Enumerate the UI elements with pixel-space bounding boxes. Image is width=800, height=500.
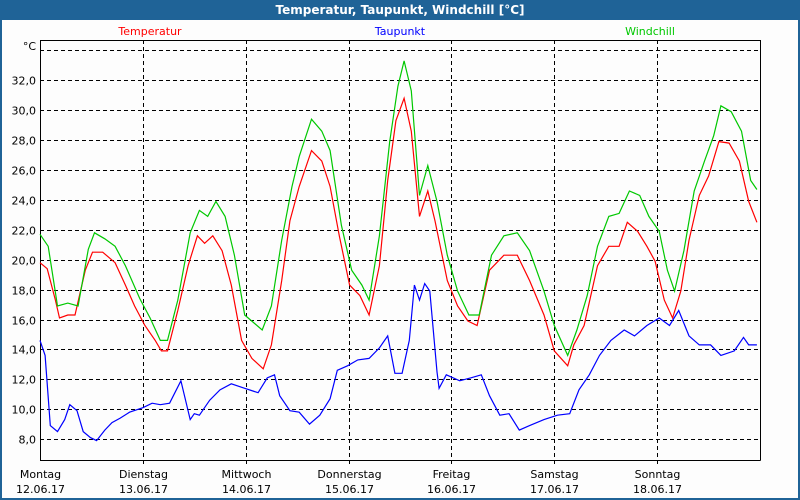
x-tick-day: Freitag xyxy=(433,468,471,481)
legend-temperatur: Temperatur xyxy=(117,25,182,38)
y-tick-label: 8,0 xyxy=(19,434,37,447)
x-tick-day: Montag xyxy=(20,468,61,481)
y-tick-label: 30,0 xyxy=(12,105,37,118)
y-tick-label: 28,0 xyxy=(12,135,37,148)
y-tick-label: 14,0 xyxy=(12,344,37,357)
y-tick-label: 26,0 xyxy=(12,165,37,178)
x-tick-date: 14.06.17 xyxy=(222,483,271,496)
y-tick-label: 12,0 xyxy=(12,374,37,387)
y-tick-label: 32,0 xyxy=(12,75,37,88)
x-tick-date: 15.06.17 xyxy=(325,483,374,496)
y-tick-label: 22,0 xyxy=(12,225,37,238)
x-tick-date: 16.06.17 xyxy=(427,483,476,496)
y-tick-label: 18,0 xyxy=(12,285,37,298)
legend-windchill: Windchill xyxy=(625,25,675,38)
y-tick-label: 24,0 xyxy=(12,195,37,208)
x-tick-day: Samstag xyxy=(530,468,578,481)
window-title: Temperatur, Taupunkt, Windchill [°C] xyxy=(0,0,800,20)
y-tick-label: 16,0 xyxy=(12,315,37,328)
series-line-taupunkt xyxy=(39,282,757,442)
x-tick-date: 18.06.17 xyxy=(633,483,682,496)
x-tick-date: 12.06.17 xyxy=(16,483,65,496)
y-axis-unit: °C xyxy=(23,40,37,53)
legend-taupunkt: Taupunkt xyxy=(374,25,426,38)
x-tick-day: Dienstag xyxy=(119,468,168,481)
x-tick-day: Mittwoch xyxy=(222,468,272,481)
series-line-temperatur xyxy=(39,96,758,370)
series-line-windchill xyxy=(39,60,758,357)
x-tick-day: Donnerstag xyxy=(317,468,381,481)
x-tick-date: 17.06.17 xyxy=(530,483,579,496)
y-tick-label: 10,0 xyxy=(12,404,37,417)
y-tick-label: 20,0 xyxy=(12,255,37,268)
x-tick-day: Sonntag xyxy=(635,468,681,481)
x-tick-date: 13.06.17 xyxy=(119,483,168,496)
